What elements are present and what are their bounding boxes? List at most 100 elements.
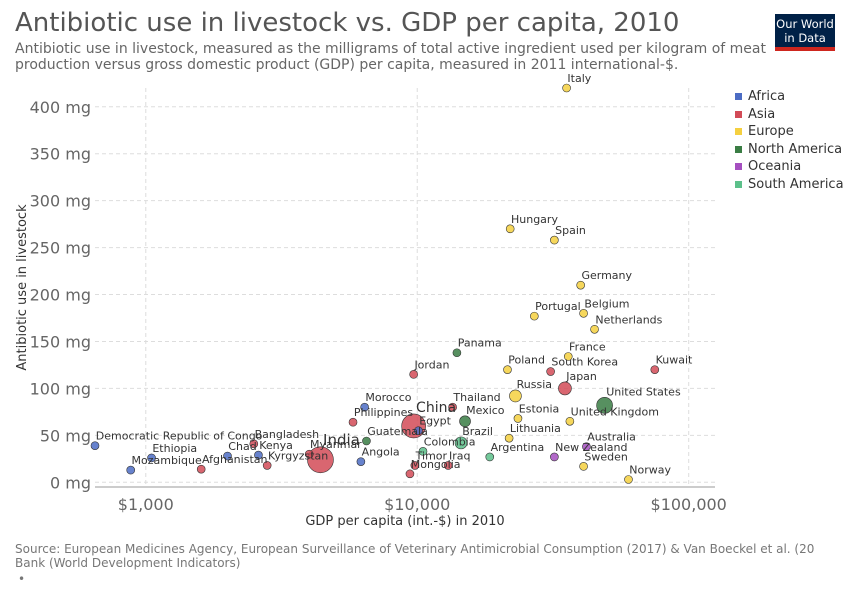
legend-label: Europe [748, 124, 794, 139]
legend-label: Africa [748, 89, 786, 104]
label-democratic-republic-of-congo: Democratic Republic of Congo [96, 430, 263, 443]
point-india [307, 446, 334, 474]
point-portugal [530, 311, 539, 321]
point-norway [624, 475, 633, 484]
label-timor: Timor [415, 449, 448, 462]
label-belgium: Belgium [584, 297, 629, 310]
label-lithuania: Lithuania [510, 422, 561, 435]
owid-logo[interactable]: Our World in Data [775, 14, 835, 51]
legend-swatch [735, 180, 742, 188]
label-mexico: Mexico [466, 404, 505, 417]
point-kuwait [650, 365, 660, 374]
x-tick-label: $10,000 [384, 495, 450, 514]
label-new-zealand: New Zealand [555, 441, 627, 454]
point-colombia [418, 447, 428, 456]
label-netherlands: Netherlands [595, 313, 662, 326]
label-afghanistan: Afghanistan [202, 453, 268, 466]
legend-item-oceania[interactable]: Oceania [735, 158, 844, 176]
legend-item-north-america[interactable]: North America [735, 141, 844, 159]
label-italy: Italy [567, 72, 591, 85]
point-hungary [505, 224, 515, 234]
y-tick-label: 150 mg [30, 332, 91, 351]
point-brazil [454, 436, 468, 450]
label-china: China [416, 400, 456, 416]
y-tick-label: 250 mg [30, 239, 91, 258]
y-tick-label: 0 mg [50, 473, 91, 492]
legend-swatch [735, 110, 742, 118]
label-japan: Japan [565, 370, 597, 383]
x-axis-label: GDP per capita (int.-$) in 2010 [305, 514, 504, 529]
point-japan [558, 381, 572, 396]
label-panama: Panama [458, 337, 502, 350]
legend-item-africa[interactable]: Africa [735, 88, 844, 106]
point-myanmar [304, 449, 314, 459]
point-democratic-republic-of-congo [90, 441, 100, 450]
point-kenya [254, 450, 263, 460]
label-australia: Australia [587, 431, 636, 444]
point-united-states [596, 397, 613, 414]
label-angola: Angola [362, 446, 400, 459]
legend-item-south-america[interactable]: South America [735, 176, 844, 194]
legend-swatch [735, 145, 742, 153]
legend-item-asia[interactable]: Asia [735, 106, 844, 124]
chart-subtitle: Antibiotic use in livestock, measured as… [15, 41, 766, 73]
point-morocco [360, 402, 369, 412]
point-timor [410, 461, 420, 470]
label-spain: Spain [555, 224, 586, 237]
point-guatemala [362, 436, 371, 446]
source-line-2: Bank (World Development Indicators) [15, 556, 241, 570]
point-bangladesh [249, 439, 259, 449]
logo-line-2: in Data [784, 31, 826, 45]
point-lithuania [504, 433, 514, 443]
point-jordan [409, 370, 418, 379]
y-tick-label: 400 mg [30, 98, 91, 117]
y-tick-label: 100 mg [30, 379, 91, 398]
scatter-plot: 0 mg 50 mg 100 mg 150 mg 200 mg 250 mg 300 mg 3… [15, 72, 727, 529]
point-argentina [485, 452, 495, 462]
y-tick-label: 350 mg [30, 145, 91, 164]
label-argentina: Argentina [491, 441, 545, 454]
legend-item-europe[interactable]: Europe [735, 123, 844, 141]
label-brazil: Brazil [462, 425, 493, 438]
point-italy [562, 83, 571, 93]
label-bangladesh: Bangladesh [255, 428, 320, 441]
label-south-korea: South Korea [551, 356, 618, 369]
point-panama [452, 348, 462, 358]
point-mozambique [126, 465, 136, 475]
point-afghanistan [196, 464, 206, 474]
label-poland: Poland [508, 354, 545, 367]
label-india: India [323, 431, 360, 449]
point-angola [356, 457, 366, 466]
point-egypt [414, 426, 423, 435]
label-kenya: Kenya [259, 439, 293, 452]
y-tick-label: 200 mg [30, 286, 91, 305]
point-ethiopia [147, 453, 156, 463]
point-belgium [579, 309, 588, 318]
point-sweden [579, 462, 588, 471]
point-netherlands [590, 324, 599, 334]
x-tick-label: $1,000 [118, 495, 174, 514]
point-philippines [348, 417, 358, 427]
point-south-korea [546, 367, 555, 376]
label-mongolia: Mongolia [411, 458, 461, 471]
legend-label: Asia [748, 106, 776, 122]
label-thailand: Thailand [452, 391, 500, 404]
point-spain [550, 235, 559, 245]
label-france: France [569, 341, 606, 354]
point-new-zealand [550, 452, 559, 462]
point-mexico [459, 415, 471, 428]
point-australia [582, 442, 591, 451]
label-kyrgyzstan: Kyrgyzstan [268, 449, 328, 462]
point-iraq [443, 461, 453, 470]
label-united-states: United States [606, 385, 681, 398]
point-united-kingdom [565, 416, 575, 426]
label-united-kingdom: United Kingdom [571, 405, 659, 418]
source-line-1: Source: European Medicines Agency, Europ… [15, 542, 815, 556]
label-guatemala: Guatemala [367, 425, 428, 438]
legend-swatch [735, 93, 742, 101]
label-estonia: Estonia [519, 402, 560, 415]
legend-label: Oceania [748, 159, 802, 174]
label-portugal: Portugal [535, 300, 581, 313]
point-kyrgyzstan [262, 461, 272, 470]
y-axis-label: Antibiotic use in livestock [15, 204, 30, 371]
